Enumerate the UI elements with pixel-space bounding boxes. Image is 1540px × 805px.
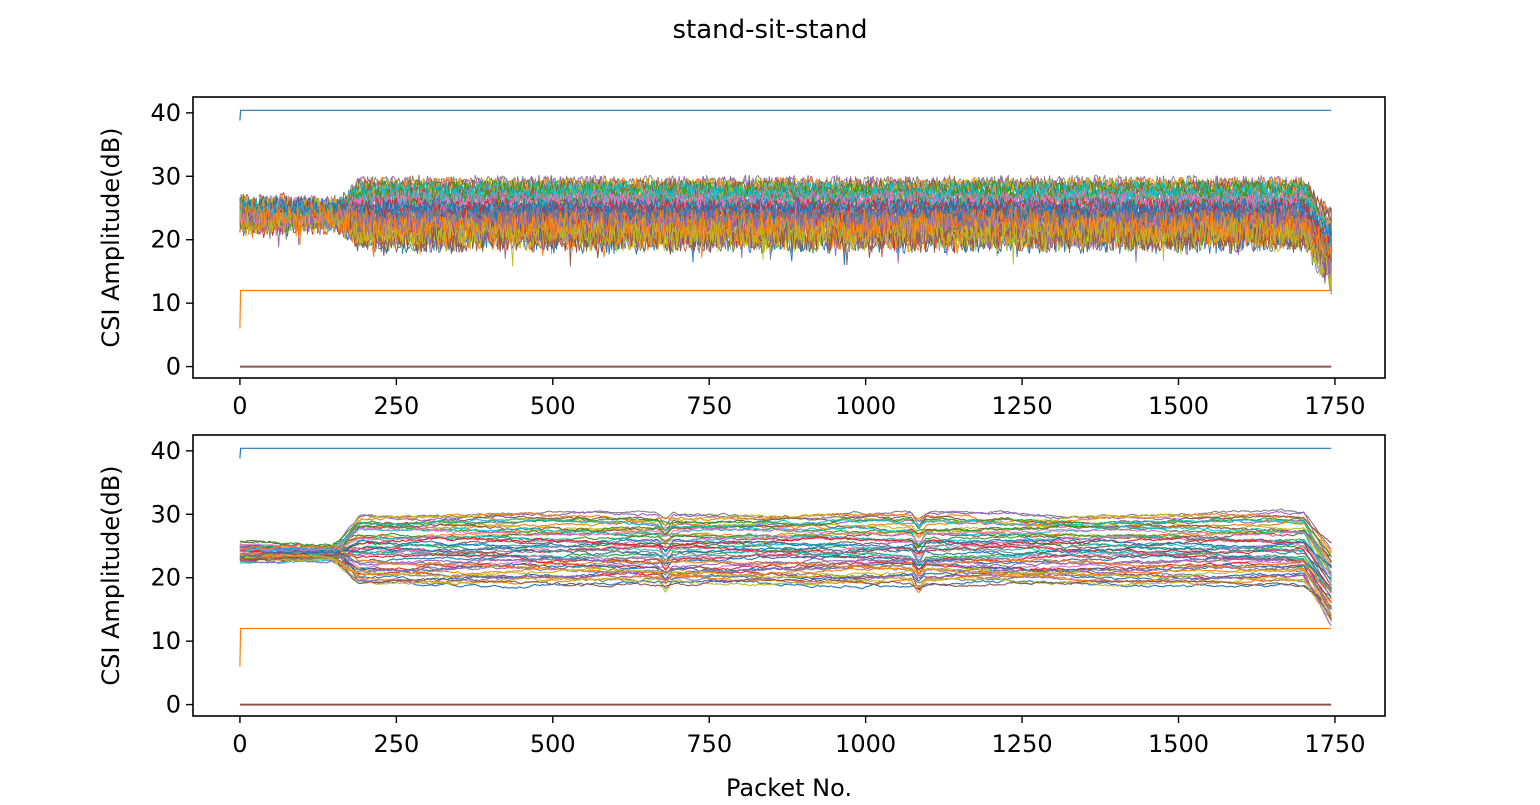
subcarrier-line: [239, 198, 1332, 260]
subcarrier-line: [239, 552, 1332, 603]
subcarrier-line: [239, 526, 1332, 566]
y-tick-label: 30: [150, 500, 181, 528]
subcarrier-line: [239, 535, 1332, 586]
figure-x-axis-label: Packet No.: [726, 774, 852, 802]
subcarrier-line: [239, 559, 1332, 621]
subcarrier-line: [239, 511, 1332, 557]
top-subplot: 0 250 500 750 1000 1250 1500 1750 0 10 20 30 40 CSI A…: [97, 96, 1386, 420]
y-tick-label: 10: [150, 627, 181, 655]
subcarrier-line: [239, 517, 1332, 574]
x-tick-label: 250: [373, 730, 419, 758]
subcarrier-line: [239, 181, 1332, 237]
x-tick-label: 1000: [835, 730, 896, 758]
subcarrier-line: [239, 545, 1332, 589]
subcarrier-line: [239, 198, 1332, 284]
subcarrier-line: [239, 533, 1332, 592]
bottom-subplot: 0 250 500 750 1000 1250 1500 1750 0 10 20 30 40 CSI A…: [97, 434, 1386, 758]
subcarrier-line: [239, 517, 1332, 558]
subcarrier-line: [239, 556, 1332, 623]
x-tick-label: 1750: [1304, 730, 1365, 758]
y-tick-label: 20: [150, 564, 181, 592]
x-tick-label: 1250: [992, 392, 1053, 420]
subcarrier-line: [239, 552, 1332, 604]
y-axis-label: CSI Amplitude(dB): [97, 127, 125, 347]
subcarrier-line: [239, 546, 1332, 579]
y-axis-label: CSI Amplitude(dB): [97, 465, 125, 685]
subcarrier-line: [239, 538, 1332, 568]
x-tick-label: 1250: [992, 730, 1053, 758]
y-axis: 0 10 20 30 40: [150, 437, 193, 719]
series-line: [239, 627, 1332, 667]
series-line: [239, 289, 1332, 329]
subcarrier-line: [239, 523, 1332, 560]
subcarrier-line: [239, 555, 1332, 610]
series-line: [239, 447, 1332, 459]
y-axis: 0 10 20 30 40: [150, 99, 193, 381]
x-tick-label: 500: [530, 392, 576, 420]
x-tick-label: 750: [686, 392, 732, 420]
subcarrier-line: [239, 545, 1332, 615]
x-tick-label: 1000: [835, 392, 896, 420]
axes-frame: [192, 96, 1386, 379]
subcarrier-line: [239, 547, 1332, 590]
subcarrier-line: [239, 540, 1332, 581]
y-tick-label: 40: [150, 99, 181, 127]
subcarrier-line: [239, 548, 1332, 598]
y-tick-label: 10: [150, 289, 181, 317]
series-line: [239, 109, 1332, 121]
subcarrier-line: [239, 189, 1332, 236]
plot-area: [239, 109, 1332, 368]
x-tick-label: 1500: [1148, 392, 1209, 420]
y-tick-label: 40: [150, 437, 181, 465]
subcarrier-line: [239, 543, 1332, 594]
subcarrier-line: [239, 543, 1332, 607]
x-axis: 0 250 500 750 1000 1250 1500 1750: [232, 716, 1365, 758]
plot-area: [239, 447, 1332, 706]
x-axis: 0 250 500 750 1000 1250 1500 1750: [232, 378, 1365, 420]
y-tick-label: 30: [150, 162, 181, 190]
y-tick-label: 0: [166, 353, 181, 381]
y-tick-label: 0: [166, 691, 181, 719]
x-tick-label: 0: [232, 730, 247, 758]
x-tick-label: 1750: [1304, 392, 1365, 420]
subcarrier-line: [239, 198, 1332, 236]
subcarrier-line: [239, 555, 1332, 610]
axes-frame: [192, 434, 1386, 717]
y-tick-label: 20: [150, 226, 181, 254]
x-tick-label: 500: [530, 730, 576, 758]
subcarrier-line: [239, 553, 1332, 615]
subcarrier-line: [239, 524, 1332, 568]
x-tick-label: 1500: [1148, 730, 1209, 758]
x-tick-label: 250: [373, 392, 419, 420]
figure-title: stand-sit-stand: [672, 15, 867, 45]
x-tick-label: 750: [686, 730, 732, 758]
x-tick-label: 0: [232, 392, 247, 420]
